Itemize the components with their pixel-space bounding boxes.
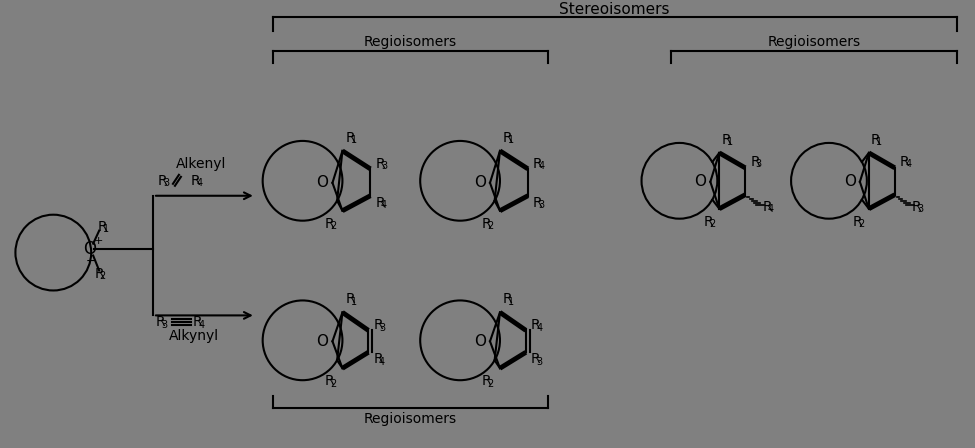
Text: 2: 2	[488, 379, 493, 389]
Text: R: R	[912, 200, 921, 214]
Text: −: −	[86, 255, 97, 268]
Text: 4: 4	[767, 204, 774, 214]
Text: 2: 2	[709, 219, 715, 229]
Text: R: R	[750, 155, 760, 169]
Text: O: O	[83, 240, 96, 258]
Text: R: R	[325, 217, 334, 231]
Text: R: R	[871, 133, 880, 147]
Text: R: R	[345, 131, 355, 145]
Text: 2: 2	[488, 221, 493, 231]
Text: 3: 3	[164, 178, 170, 188]
Text: 2: 2	[99, 271, 106, 281]
Text: R: R	[703, 215, 713, 228]
Text: 4: 4	[905, 159, 912, 169]
Text: R: R	[533, 157, 542, 171]
Text: 1: 1	[877, 138, 882, 147]
Text: R: R	[503, 131, 513, 145]
Text: 3: 3	[756, 159, 761, 169]
Text: R: R	[373, 352, 383, 366]
Text: 2: 2	[330, 379, 336, 389]
Text: R: R	[530, 352, 540, 366]
Text: Alkynyl: Alkynyl	[169, 329, 219, 343]
Text: R: R	[325, 374, 334, 388]
Text: 3: 3	[538, 200, 544, 210]
Text: O: O	[474, 175, 486, 190]
Text: R: R	[482, 374, 491, 388]
Text: R: R	[193, 315, 203, 329]
Text: O: O	[317, 175, 329, 190]
Text: 1: 1	[351, 135, 357, 146]
Text: O: O	[317, 334, 329, 349]
Text: 1: 1	[508, 297, 515, 307]
Text: R: R	[482, 217, 491, 231]
Text: 3: 3	[536, 357, 542, 367]
Text: 4: 4	[196, 178, 203, 188]
Text: 4: 4	[379, 357, 385, 367]
Text: R: R	[345, 293, 355, 306]
Text: O: O	[474, 334, 486, 349]
Text: R: R	[373, 319, 383, 332]
Text: 1: 1	[726, 138, 733, 147]
Text: R: R	[530, 319, 540, 332]
Text: R: R	[900, 155, 910, 169]
Text: Alkenyl: Alkenyl	[176, 157, 226, 171]
Text: R: R	[375, 157, 385, 171]
Text: 3: 3	[917, 204, 923, 214]
Text: 2: 2	[858, 219, 865, 229]
Text: R: R	[98, 220, 107, 234]
Text: 4: 4	[381, 200, 387, 210]
Text: 1: 1	[508, 135, 515, 146]
Text: R: R	[853, 215, 863, 228]
Text: +: +	[94, 236, 102, 246]
Text: 4: 4	[536, 323, 542, 333]
Text: R: R	[503, 293, 513, 306]
Text: 3: 3	[162, 320, 168, 330]
Text: R: R	[95, 267, 103, 280]
Text: O: O	[844, 174, 856, 190]
Text: R: R	[156, 315, 166, 329]
Text: 4: 4	[538, 161, 544, 171]
Text: R: R	[158, 174, 168, 188]
Text: R: R	[722, 133, 731, 147]
Text: R: R	[191, 174, 201, 188]
Text: 2: 2	[330, 221, 336, 231]
Text: Regioisomers: Regioisomers	[364, 35, 457, 49]
Text: Regioisomers: Regioisomers	[767, 35, 861, 49]
Text: 1: 1	[351, 297, 357, 307]
Text: 1: 1	[102, 224, 109, 234]
Text: Regioisomers: Regioisomers	[364, 412, 457, 426]
Text: 3: 3	[379, 323, 385, 333]
Text: 3: 3	[381, 161, 387, 171]
Text: R: R	[762, 200, 772, 214]
Text: R: R	[375, 196, 385, 210]
Text: O: O	[694, 174, 706, 190]
Text: 4: 4	[198, 320, 205, 330]
Text: R: R	[533, 196, 542, 210]
Text: Stereoisomers: Stereoisomers	[560, 2, 670, 17]
